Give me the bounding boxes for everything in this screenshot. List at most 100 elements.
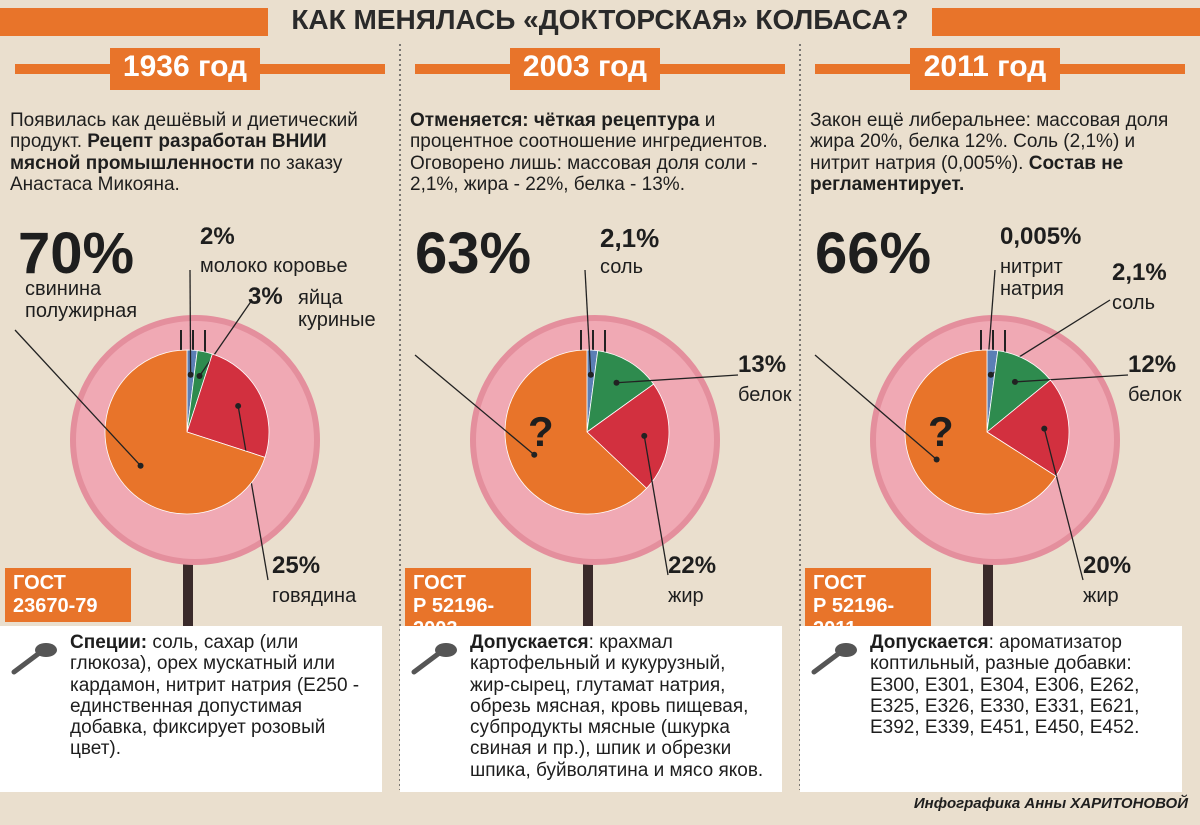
category-label: ?	[928, 408, 954, 455]
spoon-handle	[811, 651, 841, 675]
pie-slice	[586, 350, 655, 433]
value-label: 22%	[668, 552, 717, 579]
text-run: Допускается	[870, 632, 989, 653]
value-label: 70%	[18, 221, 135, 286]
text-run: соль, сахар (или глюкоза), орех мускатны…	[70, 632, 360, 760]
pie-slice	[104, 349, 266, 515]
pie-slice	[186, 353, 270, 458]
additives: Специи: соль, сахар (или глюкоза), орех …	[0, 626, 382, 792]
sausage-rim	[870, 315, 1120, 565]
value-label: 2%	[200, 223, 235, 250]
text-run: : крахмал картофельный и кукурузный, жир…	[470, 632, 764, 781]
spoon-bowl	[35, 643, 57, 657]
additives: Допускается: крахмал картофельный и куку…	[400, 626, 782, 792]
text-run: Отменяется: чёткая рецептура	[410, 110, 700, 131]
leader	[237, 405, 269, 581]
text-run: Специи:	[70, 632, 148, 653]
category-label: белок	[1128, 384, 1182, 406]
description: Закон ещё либеральнее: массовая доля жир…	[810, 110, 1195, 195]
spoon-icon	[811, 643, 857, 675]
category-label: жир	[1083, 585, 1119, 607]
value-label: 20%	[1083, 552, 1132, 579]
leader	[616, 374, 739, 384]
spoon-bowl	[435, 643, 457, 657]
leader-dot	[137, 462, 144, 469]
category-label: яйца куриные	[298, 287, 376, 332]
value-label: 3%	[248, 283, 283, 310]
category-label: нитрит натрия	[1000, 256, 1065, 301]
leader	[1014, 374, 1129, 383]
leader-dot	[196, 372, 203, 379]
leader	[14, 329, 142, 467]
year: 1936 год	[122, 50, 248, 83]
gost-line: ГОСТ	[13, 572, 66, 594]
leader-dot	[235, 402, 242, 409]
text-run: Рецепт разработан ВНИИ мясной промышленн…	[10, 131, 327, 174]
leader	[814, 354, 938, 461]
leader	[414, 354, 535, 456]
value-label: 25%	[272, 552, 321, 579]
pie-slice	[986, 379, 1070, 477]
spoon-icon	[411, 643, 457, 675]
leader	[1043, 428, 1084, 581]
value-label: 2,1%	[600, 223, 660, 253]
description: Отменяется: чёткая рецептура и процентно…	[410, 110, 795, 195]
category-label: говядина	[272, 585, 357, 607]
year-box	[910, 48, 1060, 90]
text-run: Состав не регламентирует.	[810, 152, 1124, 195]
text-run: и процентное соотношение ингредиентов. О…	[410, 110, 768, 195]
year: 2011 год	[923, 50, 1047, 83]
leader-dot	[587, 371, 594, 378]
value-label: 63%	[415, 221, 532, 286]
category-label: молоко коровье	[200, 255, 348, 277]
leader-dot	[1011, 378, 1018, 385]
leader-dot	[641, 432, 648, 439]
leader-dot	[187, 371, 194, 378]
year-box	[510, 48, 660, 90]
pie-slice	[504, 349, 648, 515]
category-label: ?	[528, 408, 554, 455]
gost-line: 23670-79	[13, 595, 98, 617]
credit: Инфографика Анны ХАРИТОНОВОЙ	[913, 795, 1188, 812]
gost-line: ГОСТ	[813, 572, 866, 594]
leader-dot	[613, 379, 620, 386]
stick	[583, 540, 593, 630]
spoon-handle	[411, 651, 441, 675]
text-run: : ароматизатор коптильный, разные добавк…	[870, 632, 1140, 739]
category-label: жир	[668, 585, 704, 607]
leader	[198, 299, 253, 377]
category-label: соль	[600, 256, 643, 278]
title-back	[268, 2, 932, 42]
text-run: Допускается	[470, 632, 589, 653]
leader-dot	[933, 456, 940, 463]
value-label: 66%	[815, 221, 932, 286]
category-label: свинина полужирная	[25, 278, 138, 323]
leader	[584, 269, 592, 375]
gost-line: ГОСТ	[413, 572, 466, 594]
value-label: 12%	[1128, 351, 1177, 378]
category-label: белок	[738, 384, 792, 406]
category-label: соль	[1112, 292, 1155, 314]
leader	[189, 269, 192, 375]
additives: Допускается: ароматизатор коптильный, ра…	[800, 626, 1182, 792]
text-run: Закон ещё либеральнее: массовая доля жир…	[810, 110, 1169, 174]
value-label: 2,1%	[1112, 259, 1167, 286]
text-run: Появилась как дешёвый и диетический прод…	[10, 110, 358, 153]
value-label: 13%	[738, 351, 787, 378]
value-label: 0,005%	[1000, 223, 1082, 250]
sausage-rim	[70, 315, 320, 565]
gost: ГОСТ 23670-79	[5, 568, 131, 622]
leader-dot	[987, 371, 994, 378]
leader-dot	[1041, 425, 1048, 432]
pie-slice	[904, 349, 1057, 515]
leader	[643, 435, 669, 576]
stick	[983, 540, 993, 630]
stick	[183, 540, 193, 630]
spoon-handle	[11, 651, 41, 675]
sausage-rim	[470, 315, 720, 565]
description: Появилась как дешёвый и диетический прод…	[10, 110, 395, 195]
text-run: по заказу Анастаса Микояна.	[10, 152, 343, 195]
leader-dot	[531, 451, 538, 458]
